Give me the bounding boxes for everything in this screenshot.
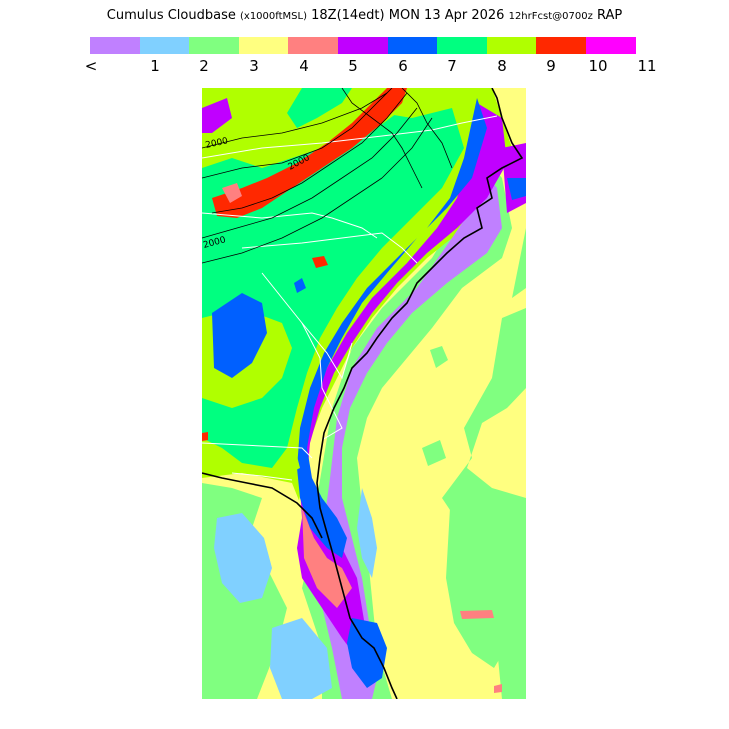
ocean-zone-2-patch-b (430, 346, 448, 368)
legend-label-7: 7 (447, 57, 457, 75)
title-forecast: 12hrFcst@0700z (508, 11, 593, 22)
ocean-zone-2-patch-c (422, 440, 446, 466)
legend-swatch-10 (585, 37, 636, 54)
title-valid-time: 18Z(14edt) (311, 8, 385, 23)
north-zone-5-corner (202, 98, 232, 133)
contour-label-1: 2000 (205, 136, 230, 151)
map-title: Cumulus Cloudbase (x1000ftMSL) 18Z(14edt… (0, 8, 729, 23)
legend-labels: < 1 2 3 4 5 6 7 8 9 10 11 (0, 57, 729, 77)
legend-label-11: 11 (637, 57, 657, 75)
state-borders (202, 115, 498, 481)
legend-label-2: 2 (199, 57, 209, 75)
coastal-zone-6 (297, 98, 487, 558)
inland-zone-6 (212, 293, 267, 378)
cloudbase-contours (202, 88, 453, 264)
coastal-zone-6-south (347, 618, 387, 688)
south-zone-4-spot (460, 610, 494, 619)
color-legend (90, 37, 636, 54)
title-date: MON 13 Apr 2026 (388, 8, 505, 23)
title-units: (x1000ftMSL) (240, 11, 307, 22)
coastal-zone-5 (297, 103, 507, 658)
legend-label-9: 9 (546, 57, 556, 75)
legend-label-less: < (84, 57, 98, 75)
coastal-zone-4 (302, 508, 352, 608)
coastal-zone-1-blue (357, 488, 377, 578)
legend-swatch-6 (387, 37, 438, 54)
legend-label-10: 10 (588, 57, 608, 75)
north-zone-4-spot (222, 183, 242, 203)
legend-swatch-4 (288, 37, 338, 54)
legend-label-1: 1 (150, 57, 160, 75)
legend-swatch-3 (238, 37, 289, 54)
north-zone-7-ridge (287, 88, 352, 128)
legend-label-4: 4 (299, 57, 309, 75)
legend-label-5: 5 (348, 57, 358, 75)
inland-zone-9-spot (312, 256, 328, 268)
legend-label-8: 8 (497, 57, 507, 75)
peninsula-land-1-south (270, 618, 332, 699)
south-zone-4-spot-2 (494, 684, 502, 693)
title-model: RAP (596, 8, 623, 23)
legend-swatch-8 (486, 37, 537, 54)
legend-swatch-0 (90, 37, 140, 54)
east-zone-6-edge (507, 178, 526, 200)
legend-label-3: 3 (249, 57, 259, 75)
cloudbase-map: 2000 2000 2000 (202, 88, 526, 699)
inland-zone-6-small (294, 278, 306, 293)
legend-swatch-7 (437, 37, 487, 54)
legend-label-6: 6 (398, 57, 408, 75)
north-zone-8-ridge (320, 88, 372, 128)
west-zone-4-spot (202, 432, 208, 441)
legend-swatch-2 (189, 37, 239, 54)
peninsula-land-1 (214, 513, 272, 603)
ocean-zone-2-patch-a (446, 508, 506, 668)
coastal-zone-1-lavender (320, 158, 502, 699)
coastline (202, 88, 524, 699)
legend-swatch-5 (337, 37, 388, 54)
ocean-zone-2-patch-d (512, 228, 526, 298)
north-zone-9 (212, 88, 407, 218)
inland-zone-8-spot (284, 456, 300, 474)
title-main: Cumulus Cloudbase (106, 8, 236, 23)
north-zone-8 (202, 88, 417, 168)
legend-swatch-9 (536, 37, 586, 54)
legend-swatch-1 (139, 37, 190, 54)
